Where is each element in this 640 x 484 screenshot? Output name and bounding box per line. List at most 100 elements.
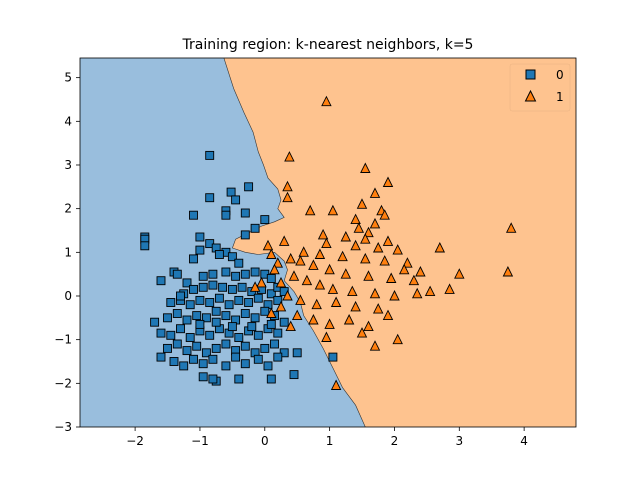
plot-area [80,58,576,427]
point-class-0-38 [198,282,208,292]
y-tick-label: −2 [54,376,72,390]
point-class-0-121 [227,322,237,332]
point-class-1-50 [330,296,342,307]
point-class-1-53 [291,309,303,321]
point-class-1-63 [330,379,342,390]
point-class-0-90 [192,341,202,351]
point-class-0-100 [156,352,166,362]
point-class-0-45 [266,289,276,299]
point-class-0-21 [214,250,224,259]
point-class-1-34 [308,259,319,270]
legend: 0 1 [509,63,571,112]
point-class-1-27 [360,252,371,264]
point-class-1-52 [372,303,384,314]
point-class-0-84 [253,330,263,340]
point-class-0-106 [221,361,231,371]
point-class-0-20 [189,254,198,264]
point-class-1-28 [379,255,390,266]
point-class-1-11 [350,213,361,225]
point-class-1-70 [411,287,423,299]
point-class-0-66 [211,306,221,316]
point-class-0-116 [234,374,244,384]
point-class-1-26 [337,250,348,262]
x-tick-label: 3 [455,434,463,448]
point-class-0-75 [166,330,176,340]
point-class-1-51 [350,300,361,312]
x-tick-label: 2 [391,434,399,448]
point-class-0-120 [176,291,185,301]
point-class-0-123 [266,319,276,329]
point-class-1-40 [288,270,300,281]
point-class-1-4 [369,187,381,198]
point-class-0-77 [185,333,195,342]
point-class-0-91 [201,348,211,358]
point-class-0-70 [250,313,260,323]
point-class-0-118 [198,372,208,382]
point-class-0-63 [182,315,192,325]
point-class-1-64 [434,241,446,253]
point-class-0-117 [266,374,276,384]
x-tick-label: −1 [191,434,209,448]
point-class-0-2 [140,241,150,251]
point-class-0-12 [260,215,270,225]
point-class-1-55 [324,318,335,329]
point-class-0-105 [208,354,218,364]
point-class-1-17 [340,230,352,242]
point-class-0-92 [211,343,221,353]
point-class-0-65 [201,313,211,323]
point-class-0-51 [195,295,205,305]
point-class-1-77 [256,276,267,288]
point-class-0-57 [253,293,263,303]
point-class-1-35 [324,263,335,275]
point-class-1-7 [356,198,368,209]
points-layer [140,95,517,390]
y-tick-label: −3 [54,420,72,434]
point-class-0-13 [250,223,260,233]
point-class-1-19 [382,235,394,246]
x-tick-label: −2 [126,434,144,448]
point-class-0-64 [192,311,202,321]
point-class-1-2 [360,162,371,173]
point-class-0-69 [240,309,250,318]
point-class-0-112 [292,348,302,358]
point-class-1-12 [369,217,381,229]
point-class-0-95 [240,341,250,351]
point-class-1-31 [398,263,410,275]
point-class-1-41 [301,274,313,286]
point-class-1-79 [285,320,296,332]
point-class-1-5 [282,180,293,192]
point-class-1-57 [363,320,374,332]
point-class-1-32 [285,252,296,264]
point-class-1-42 [314,279,326,290]
point-class-1-46 [389,289,400,301]
legend-marker-triangle [524,89,537,102]
point-class-1-24 [298,246,309,257]
y-tick-label: 3 [64,158,72,172]
point-class-0-109 [253,354,263,364]
point-class-0-26 [156,276,166,286]
point-class-0-3 [205,150,215,160]
x-tick-label: 1 [326,434,334,448]
point-class-1-73 [266,248,277,259]
y-tick-label: 1 [64,245,72,259]
point-class-1-39 [408,274,420,286]
point-class-1-14 [353,222,365,233]
y-tick-label: 5 [64,71,72,85]
point-class-1-80 [266,307,277,318]
decision-boundary-line [223,58,366,427]
point-class-1-3 [382,176,394,187]
point-class-1-78 [275,300,287,312]
point-class-0-113 [328,352,338,362]
point-class-1-13 [379,209,390,220]
point-class-0-40 [218,282,228,292]
point-class-0-53 [214,293,224,303]
point-class-0-4 [205,193,215,203]
point-class-1-1 [284,151,295,162]
point-class-1-66 [454,268,465,279]
legend-marker-square [525,69,536,80]
legend-label-0: 0 [556,68,564,82]
point-class-1-9 [327,204,339,216]
point-class-0-28 [198,271,208,281]
point-class-0-29 [208,269,218,279]
